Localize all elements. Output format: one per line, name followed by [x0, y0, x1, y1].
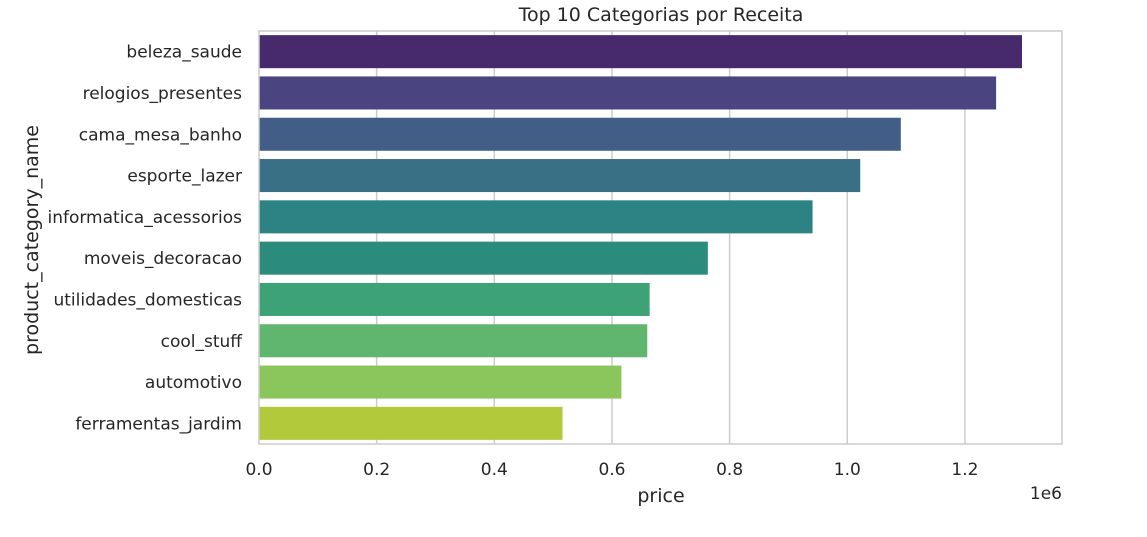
- y-tick-label: cool_stuff: [161, 332, 244, 352]
- bar-moveis_decoracao: [259, 241, 708, 275]
- x-scale-offset-label: 1e6: [1030, 484, 1062, 504]
- bar-ferramentas_jardim: [259, 406, 563, 440]
- bar-automotivo: [259, 365, 622, 399]
- x-tick-label: 0.6: [598, 460, 625, 480]
- y-tick-label: beleza_saude: [126, 43, 242, 63]
- x-tick-label: 0.2: [363, 460, 390, 480]
- x-tick-label: 0.8: [716, 460, 743, 480]
- bar-informatica_acessorios: [259, 200, 813, 234]
- chart-title: Top 10 Categorias por Receita: [518, 4, 804, 26]
- bar-beleza_saude: [259, 35, 1022, 69]
- x-tick-labels: 0.0 0.2 0.4 0.6 0.8 1.0 1.2: [245, 460, 978, 480]
- x-tick-label: 0.0: [245, 460, 272, 480]
- y-tick-label: ferramentas_jardim: [75, 414, 242, 434]
- bar-esporte_lazer: [259, 159, 861, 193]
- y-tick-label: esporte_lazer: [127, 167, 242, 187]
- y-tick-label: moveis_decoracao: [84, 249, 242, 269]
- y-tick-label: relogios_presentes: [83, 84, 243, 104]
- bar-relogios_presentes: [259, 76, 997, 110]
- y-axis-title: product_category_name: [21, 125, 43, 355]
- y-tick-label: automotivo: [145, 373, 242, 393]
- x-tick-label: 1.0: [834, 460, 861, 480]
- bars: [259, 35, 1022, 440]
- y-tick-label: cama_mesa_banho: [79, 125, 242, 145]
- bar-utilidades_domesticas: [259, 282, 650, 316]
- x-tick-label: 1.2: [951, 460, 978, 480]
- x-axis-title: price: [637, 485, 684, 507]
- bar-cool_stuff: [259, 324, 648, 358]
- bar-cama_mesa_banho: [259, 117, 901, 151]
- y-tick-label: informatica_acessorios: [47, 208, 242, 228]
- y-tick-labels: beleza_saude relogios_presentes cama_mesa_…: [47, 43, 243, 435]
- y-tick-label: utilidades_domesticas: [53, 290, 242, 310]
- plot-frame: [258, 30, 1063, 445]
- x-tick-label: 0.4: [481, 460, 508, 480]
